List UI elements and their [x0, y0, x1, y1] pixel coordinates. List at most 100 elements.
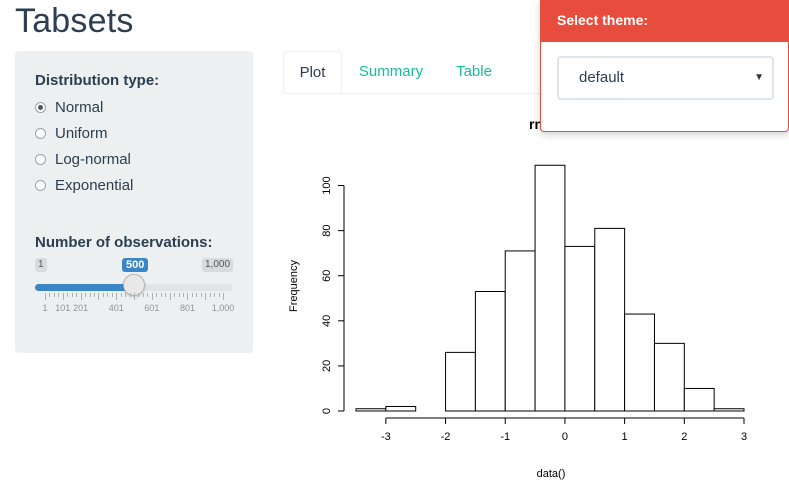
slider-tick [107, 293, 109, 297]
slider-tick [169, 293, 171, 300]
y-tick-label: 0 [321, 408, 333, 414]
slider-tick [71, 293, 73, 297]
distribution-type-label: Distribution type: [35, 72, 160, 89]
radio-label: Uniform [55, 124, 108, 142]
y-tick-label: 60 [321, 270, 333, 282]
histogram-bar [474, 291, 506, 412]
slider-tick [93, 293, 95, 297]
slider-tick-label: 101 [55, 303, 71, 313]
y-axis-label: Frequency [288, 260, 300, 312]
slider-tick [120, 293, 122, 297]
radio-label: Exponential [55, 176, 134, 194]
slider-tick [134, 293, 135, 300]
sidebar-panel: Distribution type: Normal Uniform Log-no… [15, 51, 253, 353]
slider-tick [147, 293, 149, 297]
slider-tick [53, 293, 55, 297]
slider-tick [174, 293, 176, 297]
slider-tick [218, 293, 220, 297]
slider-tick [196, 293, 198, 297]
radio-label: Normal [55, 98, 104, 116]
theme-select-dropdown[interactable]: default ▼ [557, 56, 774, 100]
slider-tick [116, 293, 118, 300]
histogram-bar [385, 405, 417, 412]
chart-axes: -3 -2 -1 0 1 2 3 0 20 40 60 80 100 [321, 176, 747, 443]
slider-tick-label: 601 [144, 303, 160, 313]
x-tick-label: -3 [381, 431, 391, 443]
slider-min-badge: 1 [35, 258, 47, 272]
slider-tick [178, 293, 180, 297]
radio-uniform[interactable]: Uniform [35, 123, 108, 143]
slider-tick [67, 293, 69, 297]
page-title: Tabsets [15, 2, 134, 40]
theme-selector-panel: Select theme: default ▼ [540, 0, 789, 132]
slider-handle[interactable] [122, 274, 145, 296]
tab-plot[interactable]: Plot [283, 51, 342, 93]
slider-tick [182, 293, 184, 297]
x-axis-label: data() [537, 468, 566, 480]
slider-tick-label: 1 [42, 303, 48, 313]
tabset: Plot Summary Table [283, 51, 789, 94]
theme-selector-header: Select theme: [541, 0, 788, 42]
y-tick-label: 40 [321, 315, 333, 327]
slider-tick [129, 293, 131, 297]
slider-tick [102, 293, 104, 297]
slider-tick [45, 293, 46, 300]
slider-tick [151, 293, 153, 300]
slider-tick [156, 293, 158, 297]
y-tick-label: 100 [321, 176, 333, 194]
slider-max-badge: 1,000 [202, 258, 234, 272]
histogram-bar [534, 164, 566, 412]
x-tick-label: 2 [681, 431, 687, 443]
histogram-bar [504, 250, 536, 412]
histogram-bar [445, 351, 476, 412]
slider-tick-label: 1,000 [211, 303, 235, 313]
slider-tick [62, 293, 64, 300]
theme-select-value: default [579, 69, 625, 86]
x-tick-label: 1 [622, 431, 628, 443]
tab-summary[interactable]: Summary [358, 63, 424, 80]
slider-tick [89, 293, 91, 297]
histogram-bars [355, 164, 745, 412]
slider-tick-label: 401 [108, 303, 124, 313]
slider-tick [191, 293, 193, 297]
histogram-chart: rnor Frequency data() -3-2-1012302040608… [288, 116, 747, 480]
slider-tick [111, 293, 113, 297]
slider-tick [187, 293, 189, 300]
radio-log-normal[interactable]: Log-normal [35, 149, 131, 169]
slider-tick [205, 293, 207, 300]
slider-tick [142, 293, 144, 297]
radio-circle-icon[interactable] [35, 179, 46, 191]
x-tick-label: -1 [500, 431, 510, 443]
slider-tick [85, 293, 87, 297]
observations-label: Number of observations: [35, 234, 213, 251]
slider-tick [76, 293, 78, 297]
x-tick-label: 3 [741, 431, 747, 443]
histogram-bar [355, 408, 387, 412]
x-tick-label: -2 [441, 431, 451, 443]
radio-label: Log-normal [55, 150, 131, 168]
slider-tick [223, 293, 224, 300]
slider-tick-label: 201 [73, 303, 89, 313]
radio-circle-icon[interactable] [35, 127, 46, 139]
slider-tick [138, 293, 140, 297]
slider-fill [35, 284, 134, 291]
y-tick-label: 20 [321, 360, 333, 372]
histogram-bar [653, 342, 685, 412]
radio-circle-icon[interactable] [35, 153, 46, 165]
x-tick-label: 0 [562, 431, 568, 443]
slider-tick [214, 293, 216, 297]
dropdown-arrow-icon: ▼ [754, 72, 764, 83]
slider-tick [165, 293, 167, 297]
slider-tick [125, 293, 127, 297]
radio-normal[interactable]: Normal [35, 97, 103, 117]
radio-exponential[interactable]: Exponential [35, 175, 133, 195]
histogram-bar [683, 387, 715, 412]
histogram-bar [713, 408, 745, 412]
slider-value-badge: 500 [122, 258, 149, 272]
slider-tick-label: 801 [180, 303, 196, 313]
tab-table[interactable]: Table [456, 63, 492, 80]
histogram-bar [624, 313, 655, 412]
radio-circle-icon[interactable] [35, 101, 46, 113]
slider-tick [160, 293, 162, 297]
slider-tick [209, 293, 211, 297]
